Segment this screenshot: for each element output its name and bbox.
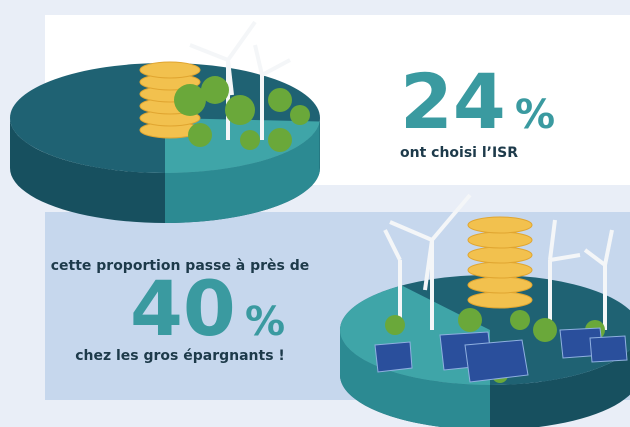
stat-unit: % [515, 92, 555, 138]
infographic: 24 % ont choisi l’ISR cette proportion p… [0, 0, 630, 427]
stat-caption: chez les gros épargnants ! [75, 348, 285, 364]
stat-value: 24 [400, 57, 506, 146]
stat-value: 40 [130, 264, 236, 353]
stat-caption: ont choisi l’ISR [400, 145, 518, 161]
stat-unit: % [245, 299, 285, 345]
